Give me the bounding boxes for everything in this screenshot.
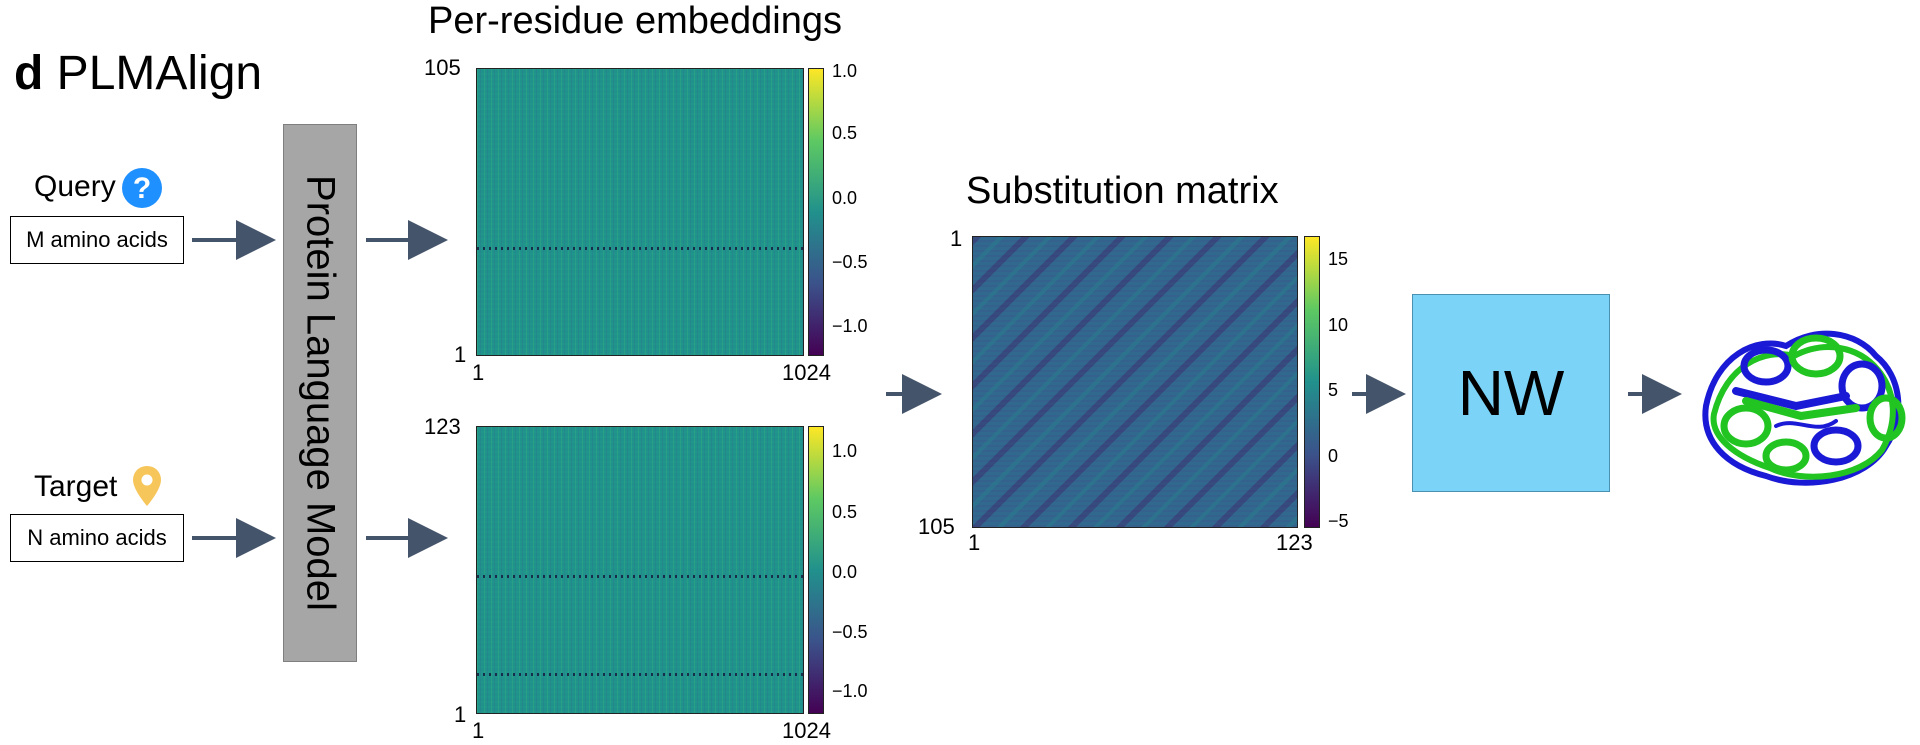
panel-letter: d (14, 47, 44, 100)
heatmap-stripe (477, 247, 803, 250)
embeddings-title: Per-residue embeddings (428, 0, 843, 42)
target-box: N amino acids (10, 514, 184, 562)
protein-language-model: Protein Language Model (283, 124, 357, 662)
query-colorbar-tick: 0.0 (832, 188, 858, 208)
query-embedding-heatmap (476, 68, 804, 356)
substitution-matrix-heatmap (972, 236, 1298, 528)
query-colorbar-tick: −1.0 (832, 316, 868, 336)
substitution-colorbar-tick: 0 (1328, 446, 1339, 466)
query-colorbar-tick: 0.5 (832, 123, 858, 143)
substitution-y-top: 1 (950, 226, 963, 251)
substitution-x-left: 1 (968, 530, 981, 555)
substitution-colorbar-tick: −5 (1328, 511, 1349, 531)
query-heatmap-x-right: 1024 (782, 360, 831, 385)
svg-text:?: ? (133, 172, 151, 205)
substitution-y-bottom: 105 (918, 514, 955, 539)
heatmap-stripe (477, 673, 803, 676)
location-pin-icon (133, 466, 161, 506)
nw-box: NW (1412, 294, 1610, 492)
query-colorbar-tick: −0.5 (832, 252, 868, 272)
target-label: Target (34, 470, 118, 503)
target-heatmap-y-top: 123 (424, 414, 461, 439)
target-colorbar-tick: 1.0 (832, 441, 858, 461)
query-box: M amino acids (10, 216, 184, 264)
protein-structure-icon (1702, 330, 1906, 486)
target-embedding-heatmap (476, 426, 804, 714)
target-colorbar-tick: 0.5 (832, 502, 858, 522)
panel-name: PLMAlign (56, 47, 263, 100)
query-heatmap-colorbar (808, 68, 824, 356)
substitution-colorbar-tick: 5 (1328, 380, 1339, 400)
target-heatmap-x-left: 1 (472, 718, 485, 743)
target-colorbar-tick: −1.0 (832, 681, 868, 701)
target-heatmap-colorbar (808, 426, 824, 714)
query-heatmap-x-left: 1 (472, 360, 485, 385)
substitution-title: Substitution matrix (966, 170, 1279, 212)
question-icon: ? (122, 168, 162, 208)
query-label: Query (34, 170, 116, 203)
heatmap-stripe (477, 575, 803, 578)
substitution-x-right: 123 (1276, 530, 1313, 555)
query-heatmap-y-top: 105 (424, 55, 461, 80)
query-colorbar-tick: 1.0 (832, 61, 858, 81)
target-heatmap-y-bottom: 1 (454, 702, 467, 727)
substitution-colorbar (1304, 236, 1320, 528)
target-heatmap-x-right: 1024 (782, 718, 831, 743)
panel-title: d PLMAlign (14, 50, 262, 98)
substitution-colorbar-tick: 15 (1328, 249, 1349, 269)
target-colorbar-tick: −0.5 (832, 622, 868, 642)
query-heatmap-y-bottom: 1 (454, 342, 467, 367)
target-colorbar-tick: 0.0 (832, 562, 858, 582)
substitution-colorbar-tick: 10 (1328, 315, 1349, 335)
